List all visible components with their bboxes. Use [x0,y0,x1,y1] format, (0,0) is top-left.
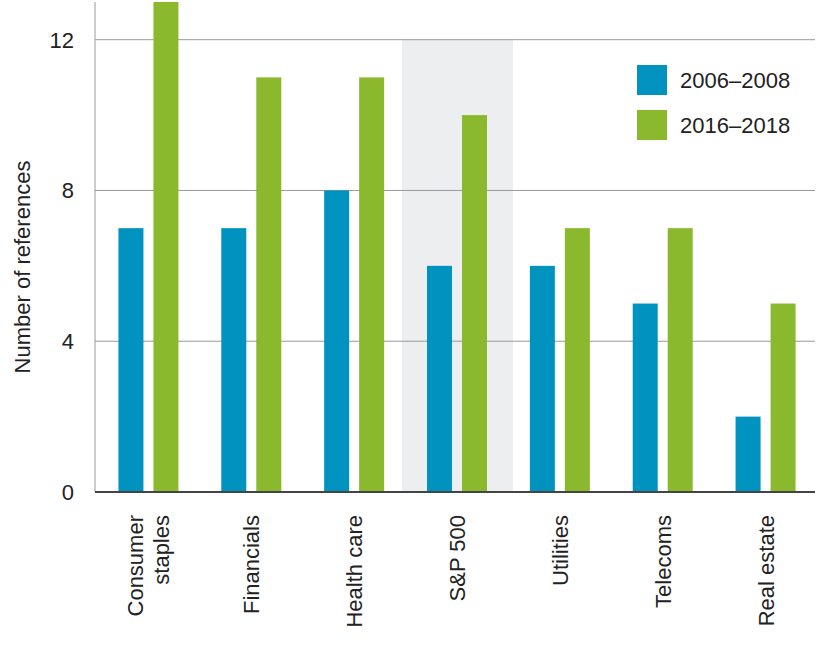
bar [668,228,693,492]
legend-label: 2006–2008 [680,68,790,93]
y-tick-label: 8 [62,178,74,203]
chart: 0 4 8 12 Number of references Consumerstaples… [0,0,828,651]
y-tick-label: 0 [62,480,74,505]
grid-line [95,341,815,342]
legend-label: 2016–2018 [680,113,790,138]
grid-line [95,190,815,191]
bar [462,115,487,492]
y-tick-label: 12 [50,28,74,53]
chart-container: 0 4 8 12 Number of references Consumerstaples… [0,0,828,651]
y-axis-line [95,2,96,492]
x-tick-label: Consumerstaples [123,515,174,616]
bar [221,228,246,492]
grid-line [95,491,815,493]
bar [530,266,555,492]
bar [633,304,658,492]
x-tick-label: Financials [239,515,264,614]
bars [118,2,795,492]
x-tick-label: Telecoms [651,515,676,608]
x-tick-label: S&P 500 [445,515,470,601]
bar [153,2,178,492]
grid-line [95,39,815,40]
bar [359,77,384,492]
x-tick-label: Real estate [754,515,779,626]
bar [736,417,761,492]
legend-swatch [637,110,667,140]
bar [771,304,796,492]
x-axis-line [95,491,815,493]
x-tick-label: Utilities [548,515,573,586]
legend-swatch [637,65,667,95]
y-tick-label: 4 [62,329,74,354]
y-axis-label: Number of references [10,161,35,374]
bar [565,228,590,492]
bar [427,266,452,492]
highlight-band [402,40,513,492]
bar [256,77,281,492]
x-tick-label: Health care [342,515,367,628]
bar [118,228,143,492]
bar [324,190,349,492]
